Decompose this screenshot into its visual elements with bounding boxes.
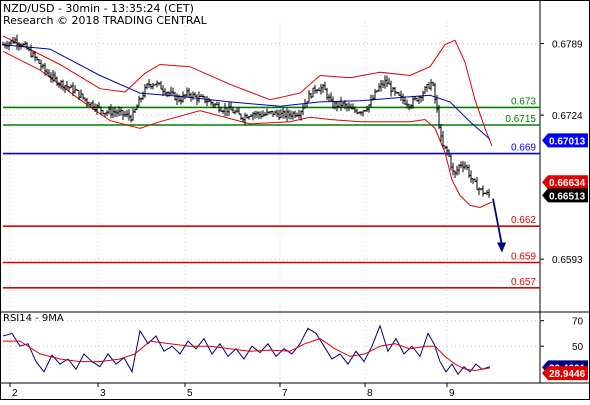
rsi-tick-label: 50 <box>572 342 584 353</box>
y-tick-label: 0.6593 <box>552 255 583 266</box>
y-tick-label: 0.6724 <box>552 111 583 122</box>
chart-subtitle: Research © 2018 TRADING CENTRAL <box>3 14 207 27</box>
x-tick-label: 2 <box>12 388 18 399</box>
chart-title: NZD/USD - 30min - 13:35:24 (CET) <box>3 2 194 15</box>
x-tick-label: 7 <box>282 388 288 399</box>
level-label: 0.673 <box>511 96 536 107</box>
level-label: 0.657 <box>511 277 536 288</box>
x-tick-label: 8 <box>367 388 373 399</box>
bollinger-lower <box>2 50 493 209</box>
x-tick-label: 3 <box>100 388 106 399</box>
rsi-tick-label: 70 <box>572 317 584 328</box>
price-tag <box>542 175 588 190</box>
price-tag <box>542 133 588 148</box>
y-tick-label: 0.6789 <box>552 40 583 51</box>
forecast-arrow-shaft <box>492 198 503 246</box>
level-label: 0.659 <box>511 252 536 263</box>
rsi-ma-line <box>3 338 491 372</box>
level-label: 0.662 <box>511 215 536 226</box>
price-tag-label: 0.66634 <box>549 178 586 189</box>
level-label: 0.6715 <box>505 114 536 125</box>
x-tick-label: 9 <box>449 388 455 399</box>
forecast-arrow-head <box>497 242 506 253</box>
rsi-panel-title: RSI14 - 9MA <box>3 313 64 324</box>
price-tag-label: 0.66513 <box>549 191 586 202</box>
rsi-line <box>2 324 491 376</box>
rsi-value-tag-label: 28.9446 <box>549 369 586 380</box>
moving-average <box>2 44 491 140</box>
bollinger-upper <box>2 35 493 147</box>
level-label: 0.669 <box>511 143 536 154</box>
x-tick-label: 5 <box>187 388 193 399</box>
rsi-value-tag <box>542 366 588 381</box>
price-tag-label: 0.67013 <box>549 136 586 147</box>
price-tag <box>542 188 588 203</box>
